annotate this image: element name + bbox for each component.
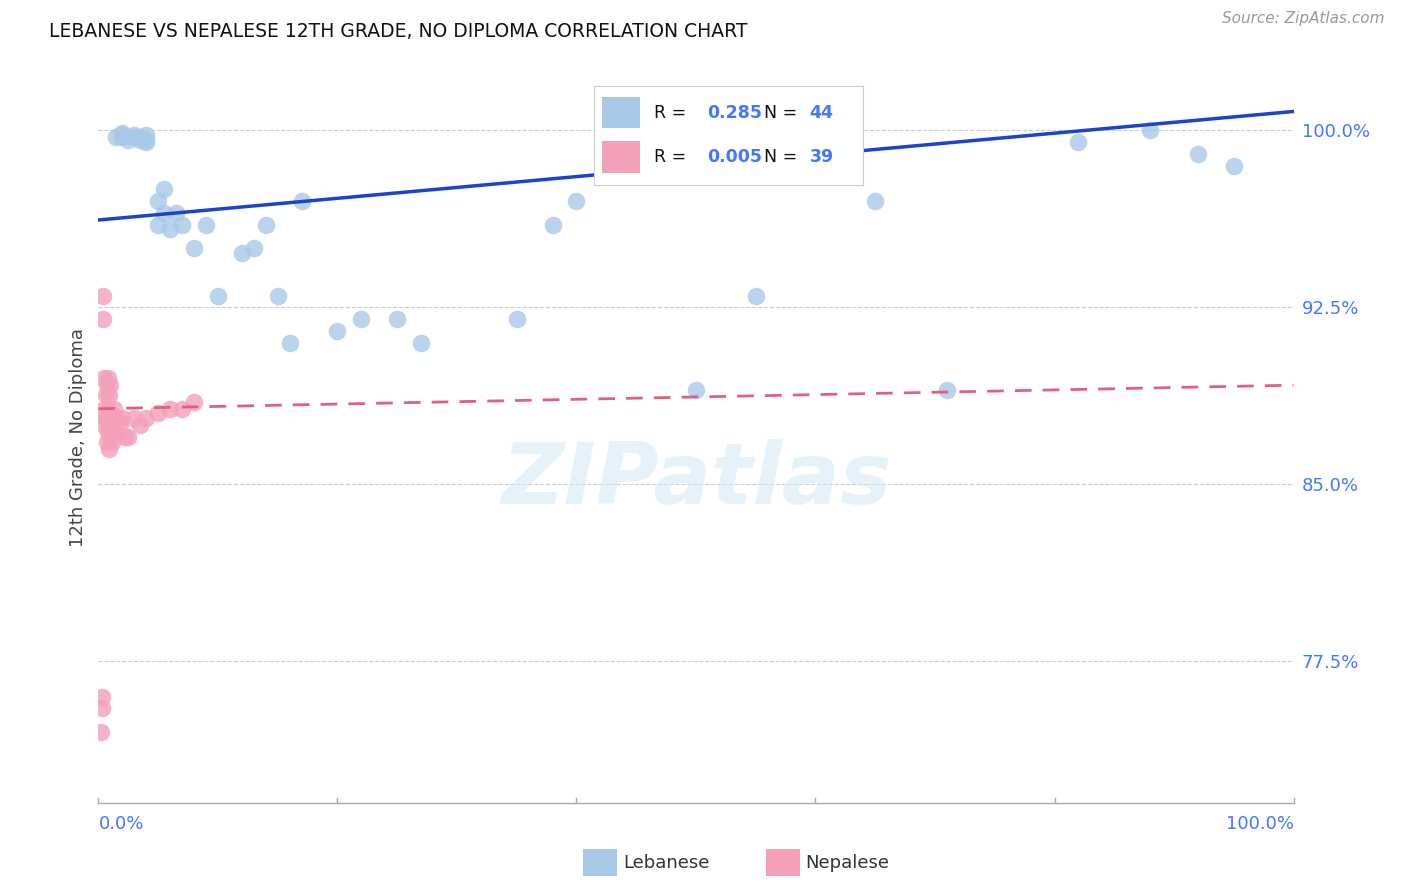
Point xyxy=(91,312,114,326)
Point xyxy=(94,411,117,425)
Y-axis label: 12th Grade, No Diploma: 12th Grade, No Diploma xyxy=(69,327,87,547)
Point xyxy=(153,182,176,196)
Point xyxy=(804,123,827,137)
Point xyxy=(385,312,409,326)
Point xyxy=(148,194,170,208)
Point xyxy=(183,394,205,409)
Point xyxy=(96,411,118,425)
Point xyxy=(1067,135,1090,149)
Point xyxy=(93,418,115,433)
Point xyxy=(135,128,157,142)
Point xyxy=(98,418,121,433)
Point xyxy=(148,218,170,232)
Point xyxy=(117,430,139,444)
Point xyxy=(1222,159,1246,173)
Point xyxy=(117,133,139,147)
Point xyxy=(129,133,152,147)
Point xyxy=(411,335,433,350)
Point xyxy=(254,218,277,232)
Point xyxy=(98,442,121,456)
Point xyxy=(103,401,125,416)
Point xyxy=(100,411,122,425)
Point xyxy=(159,222,181,236)
Point xyxy=(541,218,564,232)
Point xyxy=(124,130,146,145)
Point xyxy=(108,418,131,433)
Point xyxy=(107,411,129,425)
Point xyxy=(326,324,349,338)
Point xyxy=(111,126,134,140)
Point xyxy=(1187,147,1209,161)
Point xyxy=(135,135,157,149)
Point xyxy=(290,194,312,208)
Point xyxy=(124,128,146,142)
Point xyxy=(243,241,266,255)
Point xyxy=(93,371,115,385)
Point xyxy=(91,288,114,302)
Point xyxy=(135,411,157,425)
Point xyxy=(183,241,205,255)
Point xyxy=(96,378,118,392)
Point xyxy=(94,387,117,401)
Point xyxy=(935,383,957,397)
Point xyxy=(114,430,136,444)
Point xyxy=(97,371,120,385)
Point xyxy=(165,206,187,220)
Point xyxy=(100,434,122,449)
Point xyxy=(96,434,118,449)
Text: 0.0%: 0.0% xyxy=(98,814,143,832)
Text: LEBANESE VS NEPALESE 12TH GRADE, NO DIPLOMA CORRELATION CHART: LEBANESE VS NEPALESE 12TH GRADE, NO DIPL… xyxy=(49,22,748,41)
Point xyxy=(1139,123,1161,137)
Point xyxy=(98,378,122,392)
Point xyxy=(506,312,529,326)
Point xyxy=(207,288,229,302)
Point xyxy=(97,401,120,416)
Point xyxy=(129,130,152,145)
Point xyxy=(93,401,115,416)
Point xyxy=(863,194,886,208)
Point xyxy=(159,401,181,416)
Point xyxy=(350,312,373,326)
Point xyxy=(105,130,128,145)
Point xyxy=(98,387,121,401)
Point xyxy=(111,411,134,425)
Point xyxy=(105,425,128,440)
Text: Source: ZipAtlas.com: Source: ZipAtlas.com xyxy=(1222,11,1385,26)
Point xyxy=(565,194,588,208)
Point xyxy=(135,133,157,147)
Point xyxy=(98,430,122,444)
Point xyxy=(231,246,253,260)
Point xyxy=(129,418,152,433)
Point xyxy=(194,218,217,232)
Point xyxy=(172,401,194,416)
Point xyxy=(111,130,134,145)
Text: Lebanese: Lebanese xyxy=(623,854,709,871)
Point xyxy=(101,418,124,433)
Point xyxy=(278,335,301,350)
Point xyxy=(124,411,146,425)
Point xyxy=(90,725,112,739)
Text: ZIPatlas: ZIPatlas xyxy=(501,440,891,523)
Point xyxy=(172,218,194,232)
Point xyxy=(148,407,170,421)
Point xyxy=(91,701,114,715)
Point xyxy=(98,407,122,421)
Point xyxy=(153,206,176,220)
Point xyxy=(685,383,707,397)
Point xyxy=(745,288,768,302)
Point xyxy=(267,288,290,302)
Point xyxy=(91,690,114,704)
Text: Nepalese: Nepalese xyxy=(806,854,890,871)
Text: 100.0%: 100.0% xyxy=(1226,814,1294,832)
Point xyxy=(97,425,120,440)
Point xyxy=(111,128,134,142)
